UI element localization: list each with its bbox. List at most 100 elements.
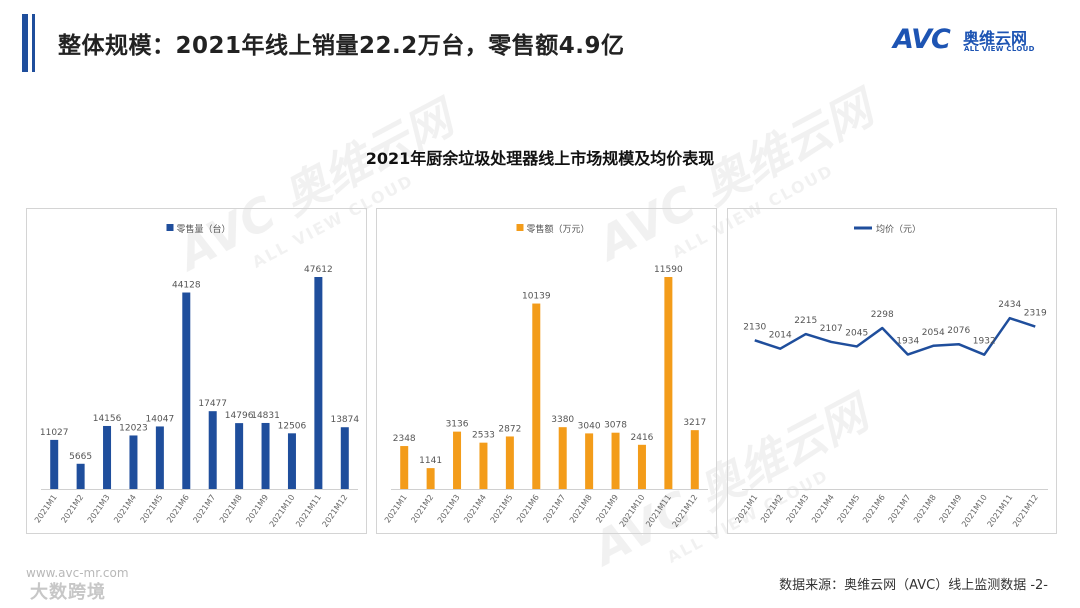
sales-chart-panel: 零售额（万元） 2348 2021M1 1141 2021M2 3136 2021M3 253… (376, 208, 717, 534)
logo-name-cn: 奥维云网 (963, 29, 1028, 48)
series-line (754, 316, 1036, 356)
tick-label: 2021M12 (321, 493, 350, 529)
tick-label: 2021M1 (383, 493, 409, 525)
data-label: 3380 (551, 415, 574, 425)
bar (340, 427, 349, 489)
tick-label: 2021M2 (409, 493, 435, 525)
data-label: 11027 (40, 428, 69, 438)
title-accent-bar-thin (32, 14, 35, 72)
bar (453, 431, 462, 489)
data-label: 2434 (998, 300, 1021, 310)
tick-label: 2021M10 (618, 493, 647, 529)
tick-label: 2021M5 (489, 493, 515, 525)
bar (585, 433, 594, 489)
tick-label: 2021M5 (835, 493, 861, 525)
tick-label: 2021M4 (810, 493, 836, 525)
bar (400, 446, 409, 489)
legend-label: 零售额（万元） (527, 223, 590, 235)
title-accent-bar (22, 14, 28, 72)
tick-label: 2021M1 (733, 493, 759, 525)
data-label: 1934 (896, 337, 919, 347)
bar (208, 411, 217, 489)
bar (637, 444, 646, 489)
tick-label: 2021M8 (912, 493, 938, 525)
data-label: 12023 (119, 423, 148, 433)
bar (155, 426, 164, 489)
data-label: 3040 (578, 421, 601, 431)
bar (505, 436, 514, 489)
logo-mark: AVC (893, 24, 951, 55)
bar (261, 422, 270, 489)
sales-bar-chart: 零售额（万元） 2348 2021M1 1141 2021M2 3136 2021M3 253… (383, 223, 708, 529)
data-label: 2107 (820, 324, 843, 334)
tick-label: 2021M8 (568, 493, 594, 525)
data-label: 2872 (498, 424, 521, 434)
volume-bar-chart: 零售量（台） 11027 2021M1 5665 2021M2 14156 2021M3 12… (33, 223, 359, 529)
data-label: 5665 (69, 452, 92, 462)
legend-swatch (516, 224, 524, 231)
data-label: 2298 (871, 310, 894, 320)
data-label: 13874 (330, 415, 359, 425)
legend-label: 零售量（台） (177, 223, 231, 235)
data-source-note: 数据来源：奥维云网（AVC）线上监测数据 -2- (779, 578, 1048, 593)
bar (235, 423, 244, 489)
data-label: 17477 (198, 399, 227, 409)
bar (129, 435, 138, 489)
data-label: 2130 (743, 322, 766, 332)
logo-name-en: ALL VIEW CLOUD (964, 45, 1035, 53)
volume-chart-panel: 零售量（台） 11027 2021M1 5665 2021M2 14156 2021M3 12… (26, 208, 367, 534)
tick-label: 2021M11 (644, 493, 673, 529)
data-label: 2416 (631, 433, 654, 443)
data-label: 14796 (225, 411, 254, 421)
data-label: 2045 (845, 328, 868, 338)
bar (479, 442, 488, 489)
data-label: 10139 (522, 292, 551, 302)
footer-brand: 大数跨境 (30, 582, 106, 603)
footer-url: www.avc-mr.com (26, 566, 129, 580)
tick-label: 2021M10 (268, 493, 297, 529)
data-label: 3078 (604, 421, 627, 431)
data-label: 1141 (419, 456, 442, 466)
price-line-chart: 均价（元）21302021M120142021M222152021M321072… (733, 223, 1048, 529)
tick-label: 2021M6 (861, 493, 887, 525)
bar (426, 468, 435, 489)
bar (76, 463, 85, 489)
data-label: 11590 (654, 265, 683, 275)
legend-swatch (166, 224, 174, 231)
data-label: 47612 (304, 265, 333, 275)
bar (611, 432, 620, 489)
data-label: 14047 (146, 414, 175, 424)
data-label: 2533 (472, 431, 495, 441)
data-label: 2215 (794, 316, 817, 326)
tick-label: 2021M3 (86, 493, 112, 525)
tick-label: 2021M6 (515, 493, 541, 525)
tick-label: 2021M8 (218, 493, 244, 525)
tick-label: 2021M4 (112, 493, 138, 525)
tick-label: 2021M7 (191, 493, 217, 525)
data-label: 14831 (251, 411, 280, 421)
page-title: 整体规模：2021年线上销量22.2万台，零售额4.9亿 (58, 33, 625, 59)
tick-label: 2021M9 (937, 493, 963, 525)
data-label: 12506 (278, 421, 307, 431)
tick-label: 2021M9 (244, 493, 270, 525)
bar (50, 439, 59, 489)
bar (532, 303, 541, 489)
bar (103, 425, 112, 489)
tick-label: 2021M5 (139, 493, 165, 525)
data-label: 1932 (973, 337, 996, 347)
tick-label: 2021M4 (462, 493, 488, 525)
tick-label: 2021M11 (294, 493, 323, 529)
bar (664, 277, 673, 489)
tick-label: 2021M12 (1011, 493, 1040, 529)
tick-label: 2021M2 (759, 493, 785, 525)
data-label: 3136 (446, 420, 469, 430)
data-label: 3217 (683, 418, 706, 428)
price-chart-panel: 均价（元） 2130 2021M1 2014 2021M2 2215 2021M3 2107 2… (727, 208, 1057, 534)
data-label: 2014 (769, 331, 792, 341)
legend-label: 均价（元） (876, 223, 921, 235)
data-label: 2076 (947, 326, 970, 336)
bar (690, 430, 699, 489)
tick-label: 2021M9 (594, 493, 620, 525)
tick-label: 2021M1 (33, 493, 59, 525)
bar (287, 433, 296, 489)
